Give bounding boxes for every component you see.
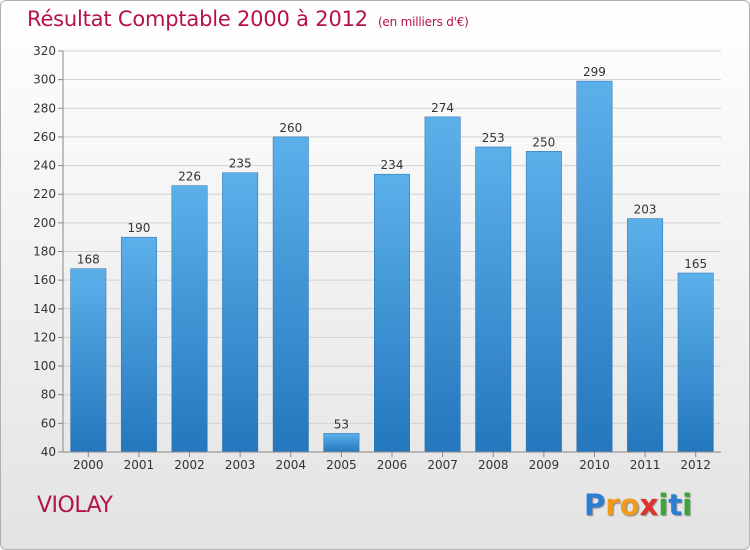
x-tick-label-2011: 2011 bbox=[630, 458, 661, 472]
y-tick-label: 160 bbox=[33, 273, 56, 287]
y-tick-label: 300 bbox=[33, 73, 56, 87]
y-tick-label: 320 bbox=[33, 44, 56, 58]
chart-subtitle: (en milliers d'€) bbox=[377, 15, 469, 29]
y-tick-label: 260 bbox=[33, 130, 56, 144]
data-label-2000: 168 bbox=[77, 253, 100, 267]
y-tick-label: 40 bbox=[41, 445, 56, 459]
logo-letter: i bbox=[682, 488, 693, 522]
x-tick-label-2005: 2005 bbox=[326, 458, 357, 472]
x-tick-label-2003: 2003 bbox=[225, 458, 256, 472]
x-tick-label-2007: 2007 bbox=[427, 458, 458, 472]
data-label-2001: 190 bbox=[127, 221, 150, 235]
data-label-2011: 203 bbox=[634, 203, 657, 217]
y-tick-label: 200 bbox=[33, 216, 56, 230]
y-tick-label: 220 bbox=[33, 187, 56, 201]
y-tick-label: 240 bbox=[33, 159, 56, 173]
y-tick-label: 60 bbox=[41, 416, 56, 430]
data-label-2009: 250 bbox=[532, 135, 555, 149]
place-name: VIOLAY bbox=[37, 493, 113, 518]
data-label-2007: 274 bbox=[431, 101, 454, 115]
bar-2000 bbox=[70, 268, 107, 453]
bar-2012 bbox=[677, 272, 714, 453]
y-tick-label: 180 bbox=[33, 245, 56, 259]
data-label-2008: 253 bbox=[482, 131, 505, 145]
bar-2011 bbox=[627, 218, 664, 453]
x-tick-label-2009: 2009 bbox=[529, 458, 560, 472]
proxiti-logo: Proxiti bbox=[584, 488, 692, 522]
x-tick-label-2000: 2000 bbox=[73, 458, 104, 472]
bar-2007 bbox=[424, 116, 461, 453]
y-tick-label: 80 bbox=[41, 388, 56, 402]
logo-letter: o bbox=[619, 488, 640, 522]
y-tick-label: 100 bbox=[33, 359, 56, 373]
logo-letter: x bbox=[639, 488, 659, 522]
chart-title: Résultat Comptable 2000 à 2012 (en millie… bbox=[27, 7, 469, 31]
data-label-2004: 260 bbox=[279, 121, 302, 135]
data-label-2005: 53 bbox=[334, 417, 349, 431]
x-tick-label-2010: 2010 bbox=[579, 458, 610, 472]
logo-letter: r bbox=[605, 488, 620, 522]
bar-2010 bbox=[576, 80, 613, 453]
bar-2006 bbox=[374, 173, 410, 453]
y-tick-label: 280 bbox=[33, 101, 56, 115]
x-tick-label-2001: 2001 bbox=[124, 458, 155, 472]
bar-2009 bbox=[525, 151, 562, 453]
chart-title-text: Résultat Comptable 2000 à 2012 bbox=[27, 7, 368, 31]
data-label-2002: 226 bbox=[178, 170, 201, 184]
bar-2003 bbox=[222, 172, 259, 453]
data-label-2006: 234 bbox=[381, 158, 404, 172]
y-tick-label: 120 bbox=[33, 330, 56, 344]
x-tick-label-2002: 2002 bbox=[174, 458, 205, 472]
logo-letter: i bbox=[658, 488, 669, 522]
data-label-2003: 235 bbox=[229, 157, 252, 171]
x-tick-label-2012: 2012 bbox=[680, 458, 711, 472]
bar-2001 bbox=[120, 236, 157, 453]
bar-2004 bbox=[272, 136, 309, 453]
data-label-2012: 165 bbox=[684, 257, 707, 271]
bar-2002 bbox=[171, 185, 208, 453]
x-tick-label-2004: 2004 bbox=[275, 458, 306, 472]
data-label-2010: 299 bbox=[583, 65, 606, 79]
bar-2008 bbox=[475, 146, 512, 453]
x-tick-label-2006: 2006 bbox=[377, 458, 408, 472]
x-tick-label-2008: 2008 bbox=[478, 458, 509, 472]
bar-2005 bbox=[323, 433, 360, 453]
logo-letter: t bbox=[668, 488, 683, 522]
logo-letter: P bbox=[584, 488, 606, 522]
y-tick-label: 140 bbox=[33, 302, 56, 316]
